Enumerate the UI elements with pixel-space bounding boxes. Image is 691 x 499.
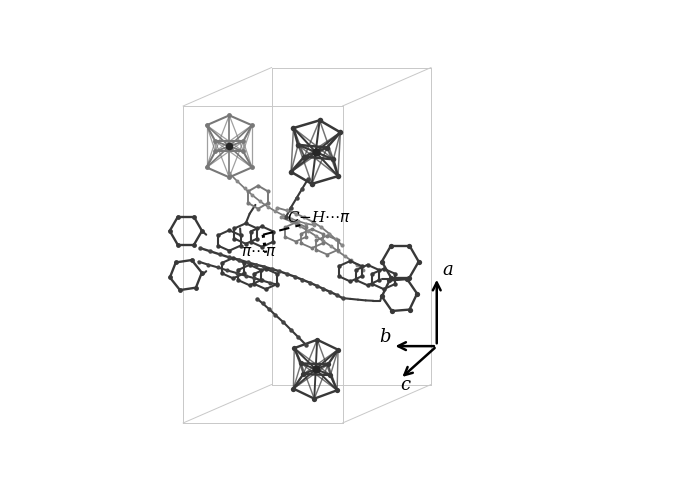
Text: b: b — [379, 327, 390, 345]
Text: a: a — [442, 261, 453, 279]
Text: $\pi\cdots\pi$: $\pi\cdots\pi$ — [240, 245, 276, 259]
Text: C$-$H$\cdots\pi$: C$-$H$\cdots\pi$ — [287, 210, 351, 225]
Text: c: c — [400, 376, 410, 394]
